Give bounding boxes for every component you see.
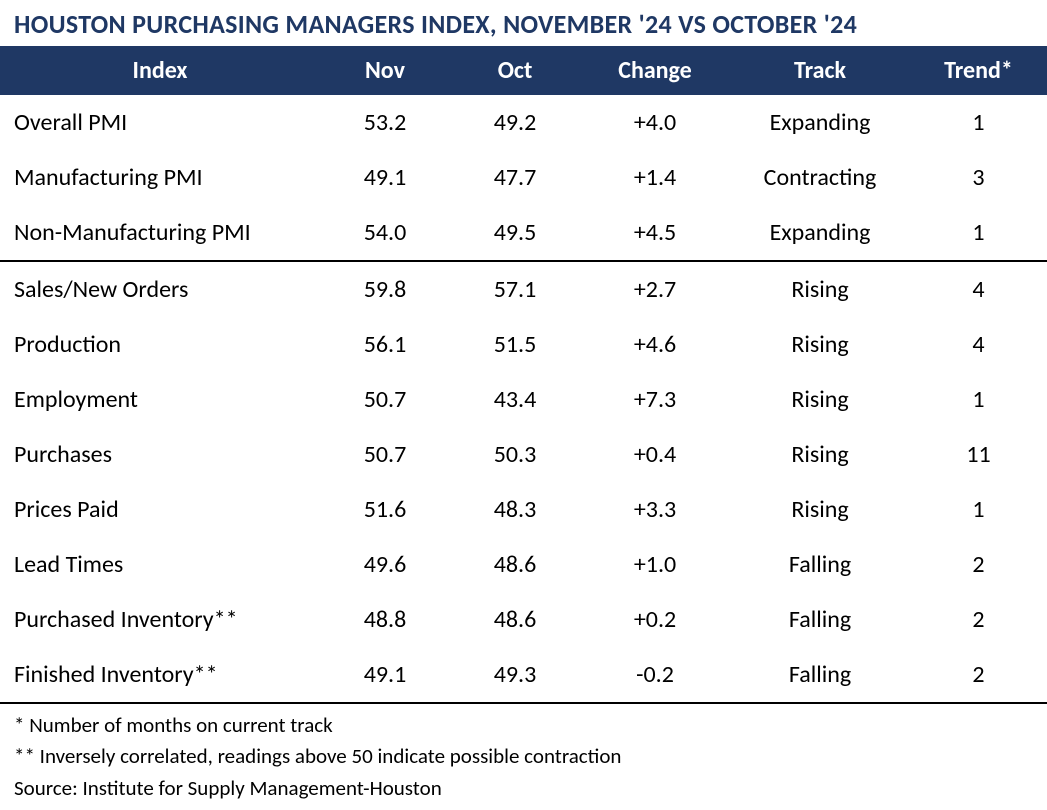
cell-oct: 48.6 <box>450 550 580 579</box>
cell-change: +2.7 <box>580 275 730 304</box>
footnotes: * Number of months on current track ** I… <box>0 704 1047 810</box>
cell-track: Expanding <box>730 218 910 247</box>
cell-trend: 1 <box>910 108 1047 137</box>
cell-oct: 49.3 <box>450 660 580 689</box>
table-row: Manufacturing PMI49.147.7+1.4Contracting… <box>0 150 1047 205</box>
cell-trend: 4 <box>910 330 1047 359</box>
cell-nov: 50.7 <box>320 385 450 414</box>
cell-nov: 54.0 <box>320 218 450 247</box>
footnote-3: Source: Institute for Supply Management-… <box>14 773 1033 803</box>
cell-change: +0.4 <box>580 440 730 469</box>
cell-oct: 47.7 <box>450 163 580 192</box>
cell-change: +0.2 <box>580 605 730 634</box>
cell-nov: 49.1 <box>320 163 450 192</box>
cell-nov: 56.1 <box>320 330 450 359</box>
cell-index: Lead Times <box>0 550 320 579</box>
table-row: Lead Times49.648.6+1.0Falling2 <box>0 537 1047 592</box>
cell-oct: 50.3 <box>450 440 580 469</box>
table-row: Employment50.743.4+7.3Rising1 <box>0 372 1047 427</box>
cell-trend: 4 <box>910 275 1047 304</box>
cell-trend: 2 <box>910 550 1047 579</box>
cell-change: -0.2 <box>580 660 730 689</box>
table-row: Non-Manufacturing PMI54.049.5+4.5Expandi… <box>0 205 1047 260</box>
cell-change: +1.0 <box>580 550 730 579</box>
table-row: Prices Paid51.648.3+3.3Rising1 <box>0 482 1047 537</box>
table-section-2: Sales/New Orders59.857.1+2.7Rising4Produ… <box>0 262 1047 702</box>
cell-trend: 1 <box>910 218 1047 247</box>
table-row: Production56.151.5+4.6Rising4 <box>0 317 1047 372</box>
cell-track: Rising <box>730 440 910 469</box>
cell-index: Finished Inventory** <box>0 660 320 689</box>
cell-index: Prices Paid <box>0 495 320 524</box>
table-title: HOUSTON PURCHASING MANAGERS INDEX, NOVEM… <box>0 0 1047 46</box>
cell-track: Expanding <box>730 108 910 137</box>
header-trend: Trend* <box>910 56 1047 85</box>
cell-index: Employment <box>0 385 320 414</box>
cell-trend: 2 <box>910 660 1047 689</box>
cell-track: Falling <box>730 550 910 579</box>
cell-index: Purchased Inventory** <box>0 605 320 634</box>
cell-index: Production <box>0 330 320 359</box>
cell-oct: 57.1 <box>450 275 580 304</box>
cell-trend: 11 <box>910 440 1047 469</box>
cell-oct: 48.3 <box>450 495 580 524</box>
cell-oct: 51.5 <box>450 330 580 359</box>
cell-trend: 3 <box>910 163 1047 192</box>
cell-track: Rising <box>730 385 910 414</box>
cell-oct: 49.2 <box>450 108 580 137</box>
cell-index: Overall PMI <box>0 108 320 137</box>
header-index: Index <box>0 56 320 85</box>
cell-change: +4.6 <box>580 330 730 359</box>
table-header-row: Index Nov Oct Change Track Trend* <box>0 46 1047 95</box>
cell-change: +3.3 <box>580 495 730 524</box>
cell-track: Falling <box>730 605 910 634</box>
cell-nov: 48.8 <box>320 605 450 634</box>
cell-trend: 2 <box>910 605 1047 634</box>
cell-nov: 49.6 <box>320 550 450 579</box>
cell-trend: 1 <box>910 495 1047 524</box>
cell-track: Rising <box>730 330 910 359</box>
cell-oct: 43.4 <box>450 385 580 414</box>
cell-nov: 53.2 <box>320 108 450 137</box>
cell-index: Non-Manufacturing PMI <box>0 218 320 247</box>
cell-nov: 59.8 <box>320 275 450 304</box>
footnote-1: * Number of months on current track <box>14 710 1033 740</box>
cell-nov: 51.6 <box>320 495 450 524</box>
table-row: Purchases50.750.3+0.4Rising11 <box>0 427 1047 482</box>
header-track: Track <box>730 56 910 85</box>
cell-track: Falling <box>730 660 910 689</box>
table-row: Purchased Inventory**48.848.6+0.2Falling… <box>0 592 1047 647</box>
cell-nov: 49.1 <box>320 660 450 689</box>
pmi-table-container: HOUSTON PURCHASING MANAGERS INDEX, NOVEM… <box>0 0 1047 810</box>
table-row: Overall PMI53.249.2+4.0Expanding1 <box>0 95 1047 150</box>
cell-oct: 49.5 <box>450 218 580 247</box>
table-row: Sales/New Orders59.857.1+2.7Rising4 <box>0 262 1047 317</box>
header-oct: Oct <box>450 56 580 85</box>
cell-track: Contracting <box>730 163 910 192</box>
cell-track: Rising <box>730 495 910 524</box>
cell-change: +4.5 <box>580 218 730 247</box>
footnote-2: ** Inversely correlated, readings above … <box>14 741 1033 771</box>
table-row: Finished Inventory**49.149.3-0.2Falling2 <box>0 647 1047 702</box>
cell-oct: 48.6 <box>450 605 580 634</box>
table-section-1: Overall PMI53.249.2+4.0Expanding1Manufac… <box>0 95 1047 260</box>
cell-index: Purchases <box>0 440 320 469</box>
cell-track: Rising <box>730 275 910 304</box>
cell-trend: 1 <box>910 385 1047 414</box>
cell-index: Manufacturing PMI <box>0 163 320 192</box>
cell-index: Sales/New Orders <box>0 275 320 304</box>
cell-nov: 50.7 <box>320 440 450 469</box>
cell-change: +7.3 <box>580 385 730 414</box>
header-nov: Nov <box>320 56 450 85</box>
cell-change: +1.4 <box>580 163 730 192</box>
header-change: Change <box>580 56 730 85</box>
cell-change: +4.0 <box>580 108 730 137</box>
